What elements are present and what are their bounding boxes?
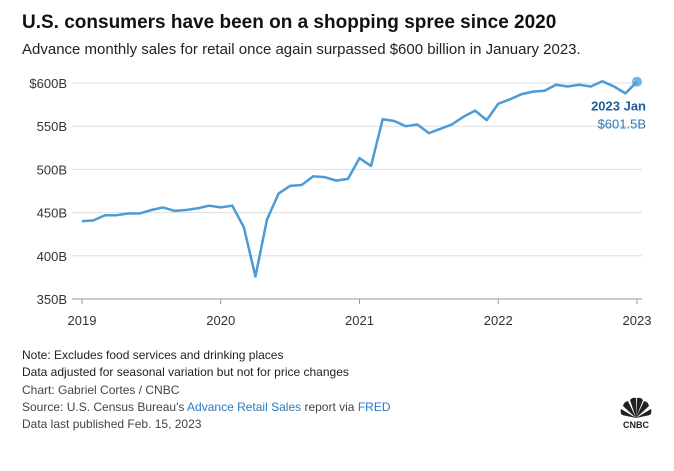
highlight-point [632,76,642,87]
source-text: report via [301,400,358,414]
y-tick-label: 350B [37,292,67,307]
x-tick-label: 2020 [206,313,235,328]
y-tick-label: $600B [29,76,67,91]
source: Source: U.S. Census Bureau's Advance Ret… [22,400,391,414]
x-tick-label: 2022 [484,313,513,328]
chart-subtitle: Advance monthly sales for retail once ag… [22,41,581,58]
x-tick-label: 2021 [345,313,374,328]
published: Data last published Feb. 15, 2023 [22,417,202,431]
source-link[interactable]: FRED [358,400,391,414]
y-tick-label: 550B [37,119,67,134]
note: Note: Excludes food services and drinkin… [22,348,283,362]
line [81,80,638,278]
y-tick-label: 450B [37,206,67,221]
x-tick-label: 2019 [68,313,97,328]
source-text: Source: U.S. Census Bureau's [22,400,187,414]
data-label: $601.5B [598,117,646,132]
source-link[interactable]: Advance Retail Sales [187,400,301,414]
note: Data adjusted for seasonal variation but… [22,365,349,379]
chart-title: U.S. consumers have been on a shopping s… [22,12,556,33]
x-tick-label: 2023 [623,313,652,328]
logo: CNBC [620,397,652,430]
y-tick-label: 400B [37,249,67,264]
y-tick-label: 500B [37,162,67,177]
annotation: 2023 Jan [591,99,646,114]
credit: Chart: Gabriel Cortes / CNBC [22,383,180,397]
logo-text: CNBC [623,420,649,430]
